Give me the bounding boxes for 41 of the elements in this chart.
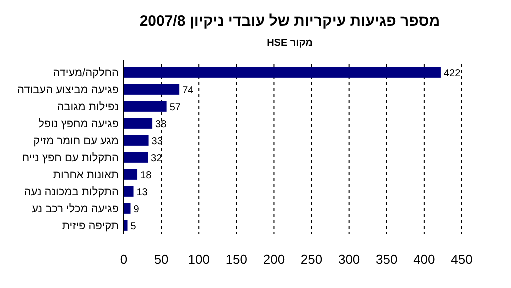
- y-tick-label: החלקה/מעידה: [53, 68, 120, 80]
- y-tick-label: נפילות מגובה: [57, 102, 119, 114]
- bar: [124, 220, 128, 231]
- y-tick-label: תקיפה פיזית: [62, 220, 119, 232]
- x-tick-label: 150: [226, 252, 248, 267]
- data-label: 9: [134, 204, 140, 216]
- bar: [124, 135, 149, 146]
- y-tick-label: מגע עם חומר מזיק: [34, 136, 119, 148]
- x-tick-label: 0: [120, 252, 128, 267]
- x-tick-label: 350: [376, 252, 398, 267]
- x-tick-label: 250: [300, 252, 323, 267]
- x-tick-label: 300: [338, 252, 360, 267]
- bar: [124, 152, 148, 163]
- bar: [124, 101, 167, 112]
- x-tick-label: 200: [263, 252, 286, 267]
- y-tick-label: התקלות במכונה נעה: [24, 186, 120, 198]
- bar: [124, 118, 153, 129]
- x-tick-label: 100: [188, 252, 210, 267]
- data-label: 18: [140, 170, 152, 182]
- y-tick-label: תאונות אחרות: [53, 170, 119, 182]
- chart-title: מספר פגיעות עיקריות של עובדי ניקיון 2007/8: [140, 13, 440, 30]
- data-label: 38: [156, 120, 168, 130]
- y-tick-label: התקלות עם חפץ נייח: [22, 152, 120, 164]
- bar: [124, 186, 134, 197]
- bar: [124, 84, 180, 95]
- data-label: 422: [444, 68, 462, 80]
- chart-subtitle: מקור HSE: [267, 38, 313, 49]
- bar: [124, 203, 131, 214]
- data-label: 74: [182, 86, 194, 96]
- bar: [124, 67, 441, 78]
- x-tick-label: 400: [414, 252, 436, 267]
- x-tick-label: 50: [154, 252, 169, 267]
- data-label: 57: [170, 102, 182, 114]
- x-tick-label: 450: [451, 252, 473, 267]
- data-label: 32: [151, 154, 163, 164]
- data-label: 13: [136, 188, 148, 198]
- y-tick-label: פגיעה מחפץ נופל: [38, 118, 120, 130]
- bar: [124, 169, 138, 180]
- y-tick-label: פגיעה מכלי רכב נע: [32, 204, 120, 216]
- y-tick-label: פגיעה מביצוע העבודה: [17, 84, 120, 96]
- data-label: 5: [130, 222, 137, 232]
